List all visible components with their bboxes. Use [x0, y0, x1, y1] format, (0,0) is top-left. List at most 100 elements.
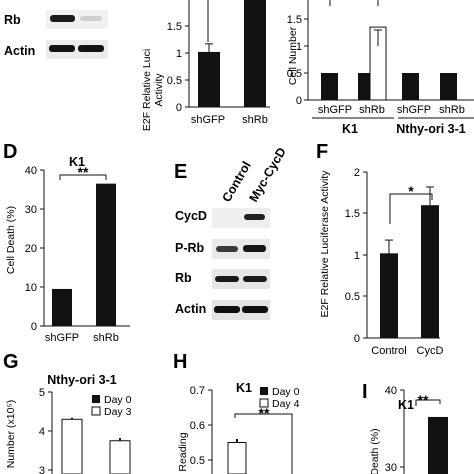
chart-C-xtick-label: shGFP	[318, 104, 352, 116]
blot-strip	[46, 10, 108, 29]
chart-G-ticks: 3 4 5	[39, 387, 52, 474]
chart-H-ticks: 0.5 0.6 0.7	[190, 385, 212, 467]
chart-H-ytick-label: 0.5	[190, 455, 205, 467]
chart-D-ylabel: Cell Death (%)	[5, 206, 17, 274]
chart-H: H K1 Reading 0.5 0.6 0.7 ** Day 0 Day 4	[173, 351, 300, 474]
blot-strip	[212, 300, 270, 320]
chart-I-sig-bracket	[415, 399, 441, 406]
chart-B-ytick-label: 0	[176, 102, 182, 114]
blot-band	[243, 276, 267, 282]
chart-D-bar-shgfp	[52, 288, 72, 326]
chart-F-bar-control	[380, 253, 398, 338]
blot-strip	[212, 269, 270, 289]
chart-I-title: K1	[398, 398, 414, 412]
chart-C: Cell Number 0 0.5 1 1.5 shGFP shRb shGFP…	[287, 0, 474, 136]
chart-F-ytick-label: 0	[354, 333, 360, 345]
chart-B-bar-shgfp	[198, 51, 220, 107]
chart-G: G Nthy-ori 3-1 Number (x10⁵) 3 4 5 Day 0…	[3, 351, 132, 474]
chart-G-legend-day0: Day 0	[104, 394, 132, 406]
chart-G-title: Nthy-ori 3-1	[47, 373, 117, 387]
chart-B-ylabel-line1: E2F Relative Luci	[141, 49, 153, 131]
chart-C-bar	[321, 73, 338, 100]
chart-D-ytick-label: 40	[25, 165, 37, 177]
blot-band	[242, 306, 268, 313]
chart-I-ytick-label: 30	[385, 462, 397, 474]
chart-H-legend-swatch-day4	[259, 398, 269, 408]
chart-H-sig-label: **	[259, 405, 270, 421]
panel-letter-d: D	[3, 141, 17, 163]
chart-C-xtick-label: shRb	[439, 104, 465, 116]
blot-strip	[46, 40, 108, 59]
chart-B-ytick-label: 1	[176, 48, 182, 60]
blot-band	[244, 214, 265, 220]
blot-E-row-label-cycd: CycD	[175, 209, 207, 223]
chart-C-bar-open	[369, 26, 387, 101]
chart-B-xtick-label: shRb	[242, 114, 268, 126]
chart-B-ticks: 0 0.5 1 1.5	[167, 21, 189, 114]
panel-letter-g: G	[3, 351, 19, 373]
chart-D-sig-label: **	[78, 164, 89, 180]
chart-D-ticks: 0 10 20 30 40	[25, 165, 44, 333]
chart-C-bar	[440, 73, 457, 100]
blot-top-left: Rb Actin	[4, 10, 108, 59]
chart-H-legend-day0: Day 0	[272, 386, 300, 398]
chart-F-xtick-label: CycD	[417, 345, 444, 357]
blot-strip	[212, 208, 270, 228]
chart-D-ytick-label: 10	[25, 282, 37, 294]
blot-E-lane-label-myc-cycd: Myc-CycD	[246, 145, 288, 204]
chart-B-bar-shrb	[244, 0, 266, 107]
chart-C-ticks: 0 0.5 1 1.5	[287, 14, 308, 107]
chart-C-bar	[402, 73, 419, 100]
chart-C-group-label: Nthy-ori 3-1	[396, 122, 466, 136]
blot-band	[50, 15, 75, 22]
chart-F-ytick-label: 0.5	[345, 291, 360, 303]
chart-D-xtick-label: shRb	[93, 332, 119, 344]
blot-E-row-label-p-rb: P-Rb	[175, 241, 205, 255]
chart-F-ylabel: E2F Relative Luciferase Activity	[319, 170, 331, 318]
chart-H-bar	[227, 442, 247, 474]
chart-H-ylabel: Reading	[177, 432, 189, 471]
chart-F-ticks: 0 0.5 1 1.5 2	[345, 167, 367, 345]
chart-D-xtick-label: shGFP	[45, 332, 79, 344]
blot-band	[49, 45, 75, 52]
chart-F-bar-cycd	[421, 205, 439, 338]
chart-C-ytick-label: 0.5	[287, 68, 302, 80]
chart-F-ytick-label: 1	[354, 250, 360, 262]
chart-G-ylabel: Number (x10⁵)	[5, 400, 17, 469]
chart-B-ylabel-line2: Activity	[153, 73, 165, 107]
chart-C-ylabel: Cell Number	[287, 26, 299, 85]
chart-B-xtick-label: shGFP	[191, 114, 225, 126]
chart-D-ytick-label: 0	[31, 321, 37, 333]
blot-E-row-label-rb: Rb	[175, 271, 192, 285]
chart-G-ytick-label: 4	[39, 426, 45, 438]
chart-D-ytick-label: 30	[25, 204, 37, 216]
chart-C-ytick-label: 1.5	[287, 14, 302, 26]
chart-I: I K1 Death (%) 30 40 **	[362, 381, 448, 474]
panel-letter-e: E	[174, 161, 187, 183]
chart-C-xtick-label: shGFP	[397, 104, 431, 116]
panel-letter-i: I	[362, 381, 368, 403]
chart-I-ticks: 30 40	[385, 385, 404, 474]
chart-F: F E2F Relative Luciferase Activity 0 0.5…	[316, 141, 443, 357]
chart-G-legend-swatch-day3	[91, 406, 101, 416]
blot-band	[216, 246, 238, 252]
blot-row-label-actin: Actin	[4, 44, 35, 58]
chart-H-sig-bracket	[234, 413, 293, 474]
blot-strip	[212, 239, 270, 259]
chart-I-sig-label: **	[418, 392, 429, 408]
chart-I-ytick-label: 40	[385, 385, 397, 397]
chart-B-ytick-label: 0.5	[167, 75, 182, 87]
chart-G-bar	[61, 418, 83, 474]
chart-D-sig-bracket	[59, 174, 107, 180]
chart-C-ytick-label: 1	[296, 41, 302, 53]
chart-F-ytick-label: 2	[354, 167, 360, 179]
chart-H-ytick-label: 0.6	[190, 420, 205, 432]
blot-band	[78, 45, 104, 52]
chart-F-sig-label: *	[408, 183, 414, 199]
chart-B: E2F Relative Luci Activity 0 0.5 1 1.5 s…	[141, 0, 270, 131]
chart-G-legend-day3: Day 3	[104, 406, 132, 418]
chart-G-legend-swatch-day0	[92, 395, 100, 403]
chart-I-ylabel: Death (%)	[369, 428, 381, 474]
chart-C-group-label: K1	[342, 122, 358, 136]
chart-C-ytick-label: 0	[296, 95, 302, 107]
